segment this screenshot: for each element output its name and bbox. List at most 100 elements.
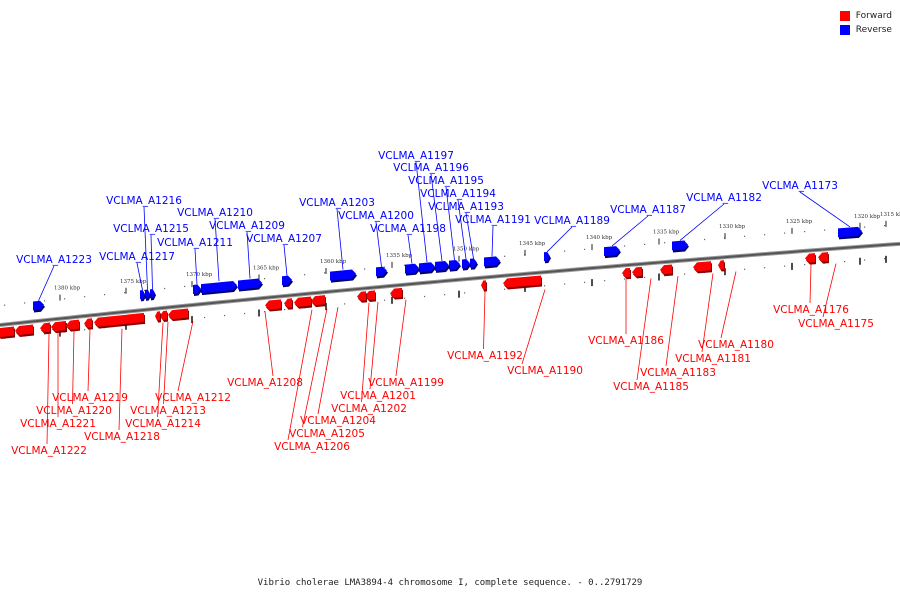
gene-vclma_a1208[interactable] [265,299,282,312]
gene-vclma_a1180[interactable] [718,260,725,272]
gene-label: VCLMA_A1202 [331,403,407,415]
gene-vclma_a1176[interactable] [805,253,816,265]
gene-vclma_a1187[interactable] [604,246,621,259]
axis-tick-label: 1350 kbp [453,247,480,253]
leader-line [302,308,328,428]
forward-gene-arrow [44,322,50,333]
legend-forward-label: Forward [855,11,892,21]
gene-vclma_a1211[interactable] [193,284,202,296]
axis-tick-label: 1365 kbp [253,265,280,271]
forward-gene-arrow [284,298,292,308]
legend-reverse-label: Reverse [855,25,892,35]
gene-vclma_a1191[interactable] [484,256,501,269]
forward-swatch [839,11,850,21]
gene-vclma_a1173[interactable] [838,226,863,240]
axis-tick-label: 1325 kbp [786,219,813,225]
label-layer: VCLMA_A1173 VCLMA_A1175 VCLMA_A1176 VCLMA_A… [11,150,874,457]
gene-label: VCLMA_A1181 [675,353,751,365]
leader-line [38,265,55,301]
gene-vclma_a1217[interactable] [140,290,146,302]
gene-label: VCLMA_A1218 [84,431,160,443]
axis-tick-label: 1355 kbp [386,253,413,259]
gene-vclma_a1199[interactable] [390,287,403,300]
forward-gene-arrow [168,308,188,320]
leader-line [143,206,148,290]
gene-vclma_a1214[interactable] [155,311,161,323]
scale-dot [564,283,566,285]
gene-vclma_a1194[interactable] [462,259,471,271]
forward-gene-arrow [390,287,402,298]
leader-line [214,218,220,282]
gene-vclma_a1192[interactable] [481,280,487,292]
forward-gene-arrow [693,261,711,272]
gene-vclma_a1186[interactable] [622,267,631,280]
gene-unlabeled[interactable] [0,326,15,339]
gene-vclma_a1216[interactable] [145,289,151,301]
legend-item-reverse: Reverse [839,23,892,37]
scale-dot [124,292,126,294]
scale-dot [384,266,386,268]
gene-vclma_a1197[interactable] [419,262,436,275]
reverse-swatch [839,25,850,35]
forward-gene-arrow [481,280,486,290]
gene-vclma_a1182[interactable] [672,240,689,253]
gene-vclma_a1209[interactable] [238,278,263,292]
gene-unlabeled[interactable] [15,324,34,337]
gene-vclma_a1198[interactable] [405,263,420,276]
gene-vclma_a1215[interactable] [150,289,156,301]
gene-vclma_a1181[interactable] [693,261,712,274]
forward-gene-arrow [818,252,828,262]
gene-vclma_a1190[interactable] [503,275,542,290]
scale-dot [104,294,106,296]
gene-vclma_a1205[interactable] [294,296,312,309]
gene-vclma_a1221[interactable] [51,321,66,334]
gene-vclma_a1185[interactable] [632,266,643,279]
scale-dot [664,242,666,244]
leader-line [430,173,443,262]
gene-vclma_a1212[interactable] [168,308,189,322]
scale-dot [684,240,686,242]
leader-line [177,321,194,392]
scale-dot [544,285,546,287]
scale-dot [584,248,586,250]
forward-gene-arrow [84,318,92,328]
gene-vclma_a1195[interactable] [449,259,461,272]
gene-vclma_a1223[interactable] [33,300,45,313]
leader-line [665,276,679,367]
gene-vclma_a1193[interactable] [470,258,478,270]
gene-vclma_a1218[interactable] [94,312,145,329]
scale-dot [264,311,266,313]
scale-dot [644,243,646,245]
gene-vclma_a1210[interactable] [201,281,238,296]
scale-dot [304,274,306,276]
reverse-gene-arrow [419,262,435,273]
gene-vclma_a1219[interactable] [84,318,93,330]
gene-vclma_a1213[interactable] [160,310,168,322]
leader-line [395,299,407,377]
gene-label: VCLMA_A1213 [130,405,206,417]
gene-vclma_a1202[interactable] [357,291,367,303]
scale-dot [604,280,606,282]
gene-label: VCLMA_A1175 [798,318,874,330]
scale-dot [504,255,506,257]
gene-vclma_a1196[interactable] [435,260,450,273]
gene-vclma_a1201[interactable] [365,290,376,302]
gene-vclma_a1207[interactable] [282,275,293,288]
reverse-gene-arrow [33,300,44,311]
gene-vclma_a1200[interactable] [376,266,388,279]
scale-dot [424,295,426,298]
gene-vclma_a1203[interactable] [330,269,357,283]
gene-label: VCLMA_A1192 [447,350,523,362]
forward-gene-arrow [0,326,14,337]
gene-vclma_a1189[interactable] [544,251,551,264]
scale-dot [284,309,286,311]
gene-vclma_a1220[interactable] [66,319,80,332]
gene-vclma_a1206[interactable] [284,298,293,310]
gene-vclma_a1204[interactable] [311,295,326,308]
axis-tick-label: 1345 kbp [519,241,546,247]
gene-vclma_a1175[interactable] [818,252,829,264]
gene-vclma_a1183[interactable] [660,264,673,277]
gene-vclma_a1222[interactable] [44,322,51,335]
leader-line [611,215,649,247]
forward-gene-arrow [357,291,366,301]
